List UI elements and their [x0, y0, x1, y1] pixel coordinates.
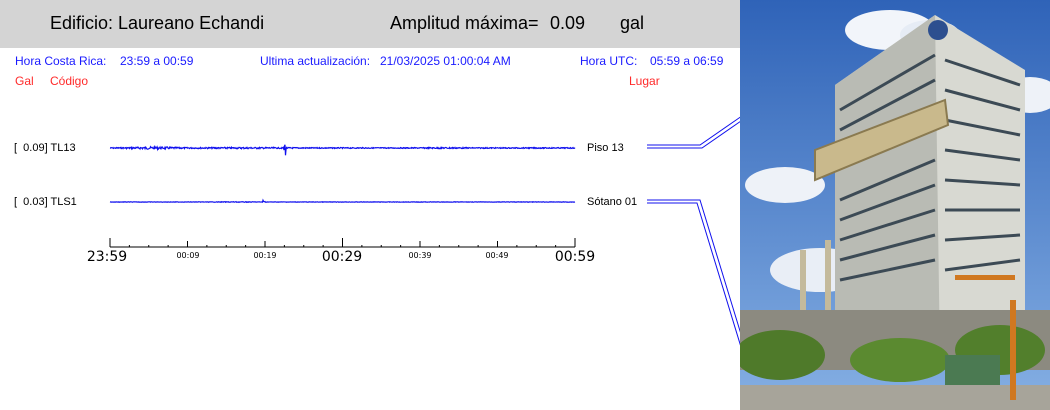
x-tick-0029: 00:29	[321, 249, 363, 265]
column-place: Lugar	[629, 74, 660, 88]
x-tick-end: 00:59	[554, 249, 596, 265]
column-gal: Gal	[15, 74, 34, 88]
header-bar: Edificio: Laureano Echandi Amplitud máxi…	[0, 0, 740, 48]
amplitude-value: 0.09	[550, 13, 586, 33]
utc-range: 05:59 a 06:59	[650, 54, 724, 68]
x-tick-0019: 00:19	[253, 251, 277, 260]
x-tick-0009: 00:09	[176, 251, 200, 260]
x-tick-0039: 00:39	[408, 251, 432, 260]
update-value: 21/03/2025 01:00:04 AM	[380, 54, 511, 68]
amplitude-unit: gal	[620, 13, 645, 33]
trace-tls1-place: Sótano 01	[587, 196, 638, 208]
local-time-range: 23:59 a 00:59	[120, 54, 194, 68]
trace-tl13	[109, 144, 576, 156]
local-time-label: Hora Costa Rica:	[15, 54, 107, 68]
column-code: Código	[50, 74, 89, 88]
x-tick-0049: 00:49	[485, 251, 509, 260]
utc-label: Hora UTC:	[580, 54, 638, 68]
trace-tls1	[109, 198, 576, 204]
building-photo	[740, 0, 1050, 410]
connector-lines	[647, 116, 740, 346]
building-title: Edificio: Laureano Echandi	[50, 13, 265, 33]
x-tick-start: 23:59	[86, 249, 128, 265]
trace-tls1-label: [ 0.03] TLS1	[14, 196, 77, 208]
update-label: Ultima actualización:	[260, 54, 371, 68]
seismogram-chart	[109, 116, 740, 346]
trace-tl13-label: [ 0.09] TL13	[14, 142, 76, 154]
trace-tl13-place: Piso 13	[587, 142, 624, 154]
amplitude-label: Amplitud máxima=	[390, 13, 539, 33]
